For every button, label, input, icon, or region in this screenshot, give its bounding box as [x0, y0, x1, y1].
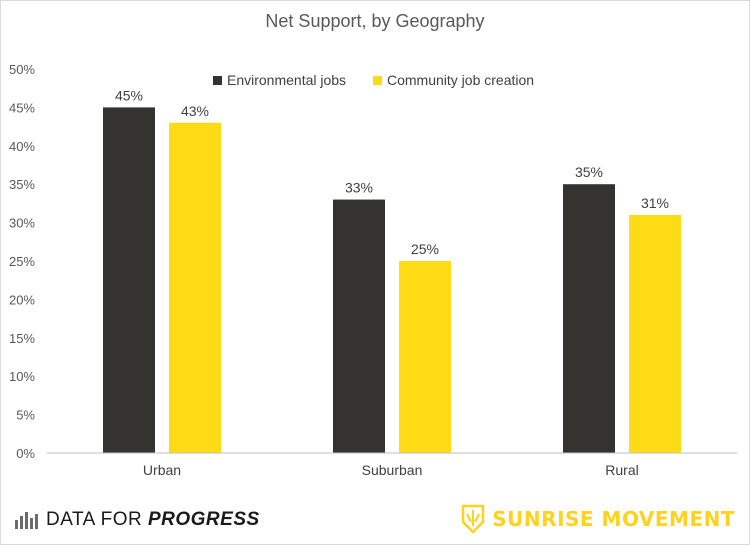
bar-rural-community-job-creation	[629, 214, 681, 453]
y-tick-label: 5%	[16, 408, 35, 423]
x-category-label: Suburban	[362, 462, 423, 478]
legend-swatch	[373, 76, 382, 85]
chart-title: Net Support, by Geography	[265, 11, 484, 31]
y-tick-label: 30%	[9, 216, 35, 231]
data-label: 45%	[115, 87, 143, 103]
bar-series: 45% 43% 33% 25% 35% 31%	[103, 87, 681, 454]
y-tick-label: 10%	[9, 369, 35, 384]
data-for-progress-logo: DATA FOR PROGRESS	[15, 509, 260, 531]
sunrise-movement-wordmark: SUNRISE MOVEMENT	[492, 507, 735, 531]
bar-urban-environmental-jobs	[103, 107, 155, 454]
y-tick-label: 45%	[9, 100, 35, 115]
bar-chart-icon	[15, 511, 38, 529]
bar-rural-environmental-jobs	[563, 184, 615, 453]
y-tick-label: 20%	[9, 292, 35, 307]
x-category-label: Urban	[143, 462, 181, 478]
data-label: 31%	[641, 195, 669, 211]
x-category-label: Rural	[605, 462, 638, 478]
bar-suburban-environmental-jobs	[333, 199, 385, 453]
x-axis: Urban Suburban Rural	[47, 452, 737, 478]
legend: Environmental jobs Community job creation	[213, 72, 534, 88]
dfp-wordmark-regular: DATA FOR	[46, 509, 148, 530]
data-label: 43%	[181, 103, 209, 119]
y-axis: 0% 5% 10% 15% 20% 25% 30% 35% 40% 45% 50%	[9, 62, 35, 461]
bar-suburban-community-job-creation	[399, 261, 451, 453]
data-label: 25%	[411, 241, 439, 257]
y-tick-label: 50%	[9, 62, 35, 77]
data-label: 33%	[345, 180, 373, 196]
legend-label: Environmental jobs	[227, 72, 346, 88]
y-tick-label: 40%	[9, 139, 35, 154]
bar-urban-community-job-creation	[169, 122, 221, 453]
data-label: 35%	[575, 164, 603, 180]
data-for-progress-wordmark: DATA FOR PROGRESS	[46, 509, 260, 531]
y-tick-label: 35%	[9, 177, 35, 192]
y-tick-label: 0%	[16, 446, 35, 461]
legend-label: Community job creation	[387, 72, 534, 88]
y-tick-label: 15%	[9, 331, 35, 346]
y-tick-label: 25%	[9, 254, 35, 269]
sunrise-movement-logo: SUNRISE MOVEMENT	[460, 504, 735, 534]
sunrise-icon	[462, 504, 485, 534]
dfp-wordmark-bold: PROGRESS	[147, 509, 260, 530]
legend-swatch	[213, 76, 222, 85]
